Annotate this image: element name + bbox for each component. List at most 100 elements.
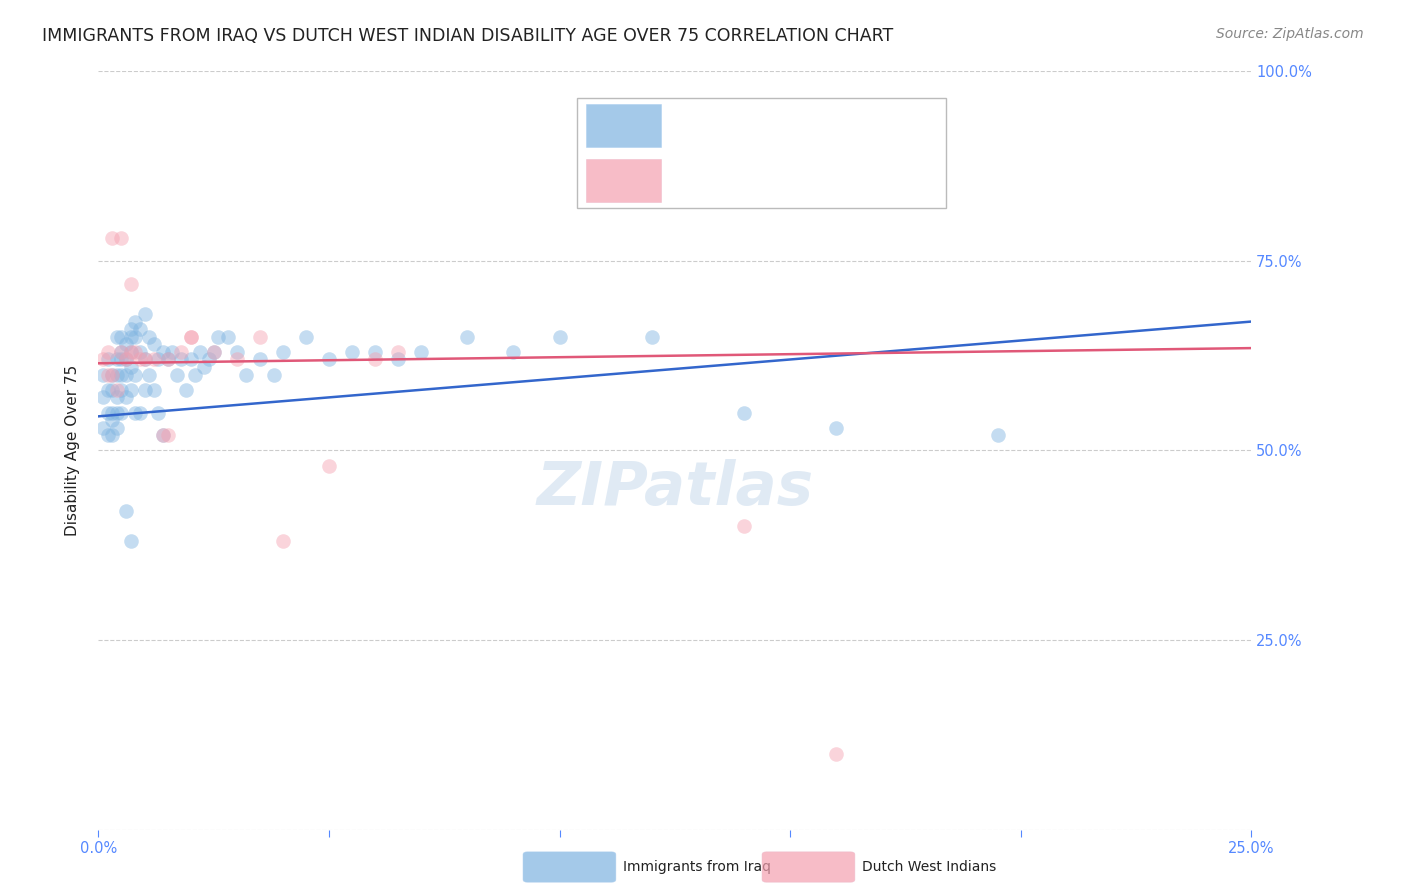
Point [124,344,146,359]
FancyBboxPatch shape [586,159,661,202]
Point [180,352,202,367]
Point [134,307,156,321]
Point [101,383,124,397]
Point [170,352,193,367]
Point [825,421,848,435]
Point [170,344,193,359]
Point [271,344,294,359]
Text: N = 84: N = 84 [841,116,903,135]
Point [411,344,433,359]
Point [180,330,202,344]
Point [156,352,179,367]
Point [124,314,146,328]
Point [120,344,142,359]
Point [105,368,128,382]
Point [110,352,132,367]
Point [295,330,318,344]
Point [124,405,146,420]
Text: R = 0.236: R = 0.236 [679,116,763,135]
Point [340,344,363,359]
Point [97,428,120,442]
Point [987,428,1010,442]
Text: Source: ZipAtlas.com: Source: ZipAtlas.com [1216,27,1364,41]
Point [101,368,124,382]
Point [105,330,128,344]
Text: N = 31: N = 31 [841,171,903,189]
Point [115,352,138,367]
Point [502,344,524,359]
Point [120,322,142,336]
Point [142,383,165,397]
Point [263,368,285,382]
Point [129,344,152,359]
Point [202,344,225,359]
Point [225,344,247,359]
Point [641,103,664,117]
Point [387,352,409,367]
Point [124,368,146,382]
Point [207,330,229,344]
Point [142,352,165,367]
Point [825,747,848,761]
Point [641,330,664,344]
Point [105,352,128,367]
Point [110,344,132,359]
Point [166,368,188,382]
Point [110,383,132,397]
Point [148,352,170,367]
Point [152,428,174,442]
Point [387,344,409,359]
Point [180,330,202,344]
FancyBboxPatch shape [576,98,946,208]
Point [129,352,152,367]
Point [733,405,755,420]
Point [97,352,120,367]
Point [188,344,211,359]
Point [120,383,142,397]
Point [105,421,128,435]
Point [101,428,124,442]
Text: R = 0.043: R = 0.043 [679,171,763,189]
Point [156,428,179,442]
Point [160,344,183,359]
Point [134,383,156,397]
Point [193,359,215,375]
FancyBboxPatch shape [586,104,661,147]
Point [97,405,120,420]
Point [120,359,142,375]
Point [115,504,138,518]
Point [91,352,114,367]
Point [97,344,120,359]
Point [235,368,257,382]
Point [91,368,114,382]
Point [134,352,156,367]
Point [91,421,114,435]
Point [115,337,138,351]
Point [124,330,146,344]
Point [364,344,387,359]
Point [271,534,294,549]
Y-axis label: Disability Age Over 75: Disability Age Over 75 [65,365,80,536]
Point [91,391,114,405]
Point [110,330,132,344]
Point [105,405,128,420]
Point [134,352,156,367]
Point [120,277,142,291]
Point [97,368,120,382]
Point [101,413,124,427]
Point [120,330,142,344]
Point [110,344,132,359]
Point [364,352,387,367]
Point [110,368,132,382]
Point [249,352,271,367]
Point [120,534,142,549]
Point [110,231,132,245]
Point [138,368,160,382]
Point [101,405,124,420]
Point [456,330,478,344]
Point [249,330,271,344]
Point [129,322,152,336]
Point [217,330,239,344]
Point [733,519,755,533]
Point [198,352,221,367]
